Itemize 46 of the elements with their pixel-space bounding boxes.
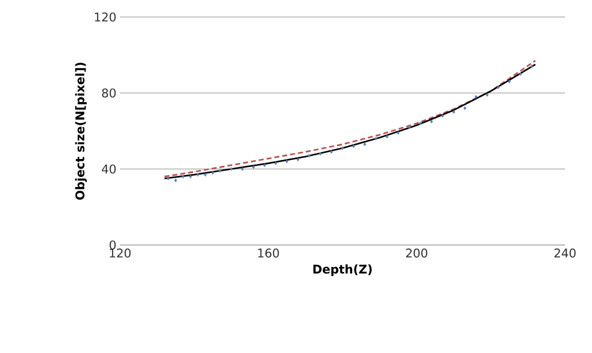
point — [386, 134, 388, 138]
x-tick-label: 120 — [110, 248, 131, 258]
point — [182, 174, 184, 178]
point — [174, 178, 178, 182]
point — [296, 158, 300, 162]
point — [196, 172, 200, 176]
y-axis-title: Object size(N[pixel]) — [75, 62, 87, 200]
y-tick-label: 0 — [110, 240, 116, 250]
point — [252, 165, 255, 169]
point — [274, 162, 278, 166]
x-tick-label: 160 — [258, 248, 279, 258]
point — [396, 131, 400, 135]
point — [166, 176, 170, 180]
point — [508, 80, 511, 84]
point — [204, 172, 207, 176]
point — [363, 142, 366, 146]
y-tick-label: 40 — [102, 164, 116, 174]
point — [218, 169, 222, 173]
point — [486, 93, 489, 97]
point — [352, 144, 356, 148]
point — [330, 150, 333, 154]
x-axis-title: Depth(Z) — [313, 264, 372, 276]
point — [263, 163, 266, 167]
point — [230, 167, 233, 171]
point — [189, 174, 192, 178]
point — [430, 120, 433, 124]
point — [463, 106, 466, 110]
x-tick-label: 240 — [554, 248, 576, 258]
point — [374, 136, 378, 140]
point — [341, 146, 344, 150]
point — [474, 95, 478, 99]
point — [285, 160, 288, 164]
y-tick-label: 120 — [94, 12, 116, 22]
y-tick-label: 80 — [102, 88, 116, 98]
point — [240, 167, 244, 171]
point — [452, 110, 456, 114]
point — [308, 154, 311, 158]
point — [418, 122, 422, 126]
point — [211, 171, 214, 175]
x-tick-label: 200 — [406, 248, 428, 258]
point — [318, 152, 322, 156]
point — [530, 64, 534, 68]
point — [519, 72, 522, 76]
point — [408, 125, 411, 129]
point — [496, 86, 500, 90]
point — [441, 114, 444, 118]
